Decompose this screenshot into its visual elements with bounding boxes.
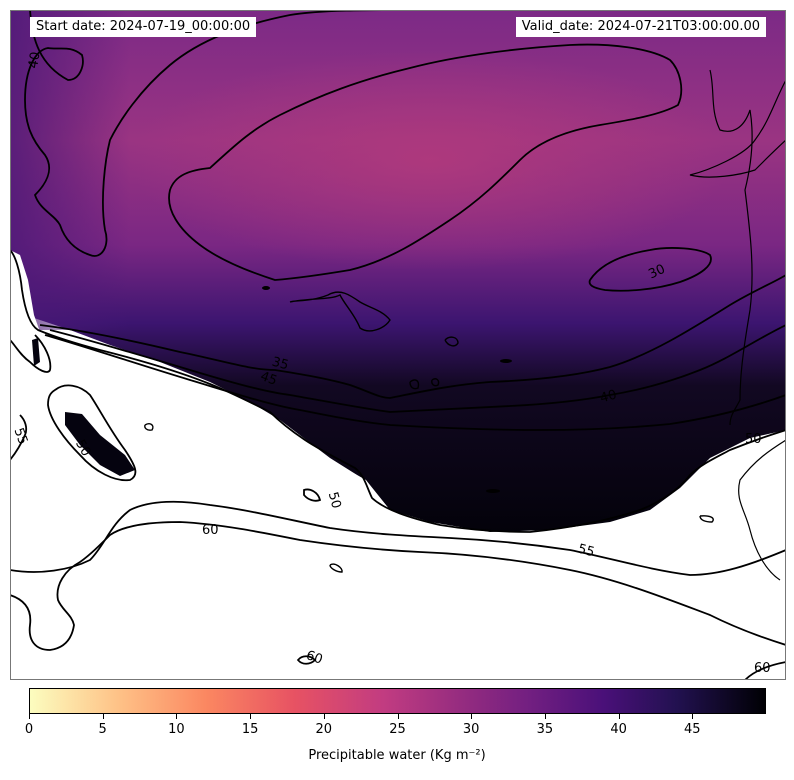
contour-50-a <box>10 249 786 533</box>
contour-label: 55 <box>576 542 596 561</box>
colorbar-tick <box>544 714 546 719</box>
contour-label: 50 <box>72 437 93 459</box>
island-3 <box>409 379 420 390</box>
island-4 <box>431 378 440 387</box>
contour-label: 55 <box>10 426 30 447</box>
contour-55-left <box>10 414 28 461</box>
valid-date-label: Valid_date: 2024-07-21T03:00:00.00 <box>515 17 766 37</box>
island-dot-2 <box>486 489 500 493</box>
colorbar-tick-label: 45 <box>684 722 701 737</box>
colorbar <box>29 688 766 714</box>
contour-30 <box>588 247 712 292</box>
island-2 <box>444 336 459 347</box>
island-dot-1 <box>500 359 512 363</box>
contour-label: 60 <box>304 648 325 668</box>
coast-right-2 <box>689 79 786 178</box>
contour-label: 40 <box>26 51 44 70</box>
colorbar-tick-label: 10 <box>168 722 185 737</box>
dark-lake <box>65 412 135 476</box>
islands <box>144 291 714 573</box>
colorbar-tick-label: 20 <box>315 722 333 737</box>
contour-35-main <box>168 43 683 281</box>
island-dot-3 <box>262 286 270 290</box>
contour-50-c <box>47 384 137 482</box>
contour-label-group: 40 30 35 45 40 55 50 50 60 55 60 60 50 <box>10 51 770 676</box>
small-islands <box>262 286 512 493</box>
coast-br <box>738 439 786 581</box>
contour-50-small <box>303 488 322 502</box>
colorbar-tick <box>29 714 30 719</box>
contour-60-br <box>744 661 786 680</box>
contour-60-small <box>296 655 317 665</box>
colorbar-tick <box>471 714 473 719</box>
contour-40-top-left <box>24 10 411 257</box>
contour-35-low <box>39 274 786 399</box>
contour-label: 50 <box>745 432 762 447</box>
island-5 <box>144 423 154 431</box>
map-frame <box>10 10 786 680</box>
colorbar-tick-label: 40 <box>610 722 627 737</box>
colorbar-tick-label: 5 <box>98 722 107 737</box>
contour-label: 50 <box>325 490 344 510</box>
contour-label: 60 <box>754 661 771 676</box>
precipitable-water-map: 40 30 35 45 40 55 50 50 60 55 60 60 50 <box>10 10 786 680</box>
island-7 <box>699 515 714 523</box>
colorbar-tick-label: 15 <box>241 722 259 737</box>
colorbar-tick <box>102 714 104 719</box>
contour-40-low <box>49 324 786 413</box>
contour-50-b <box>10 334 52 373</box>
pw-left-edge <box>10 10 130 330</box>
colorbar-tick <box>250 714 252 719</box>
contour-label: 45 <box>258 369 279 389</box>
contour-label: 40 <box>599 388 619 407</box>
contour-label: 30 <box>646 262 667 283</box>
dark-spot <box>32 338 40 366</box>
colorbar-tick <box>323 714 325 719</box>
colorbar-tick-label: 25 <box>389 722 406 737</box>
contour-label: 35 <box>270 355 290 374</box>
colorbar-tick-label: 0 <box>24 722 34 737</box>
contour-60 <box>10 521 786 651</box>
colorbar-tick-label: 35 <box>536 722 554 737</box>
colorbar-label: Precipitable water (Kg m⁻²) <box>308 748 486 763</box>
contour-45 <box>44 334 786 431</box>
contour-label: 60 <box>202 523 219 538</box>
colorbar-tick-label: 30 <box>462 722 480 737</box>
pw-core <box>130 50 730 270</box>
colorbar-tick <box>397 714 399 719</box>
colorbar-tick <box>692 714 694 719</box>
colorbar-tick <box>618 714 620 719</box>
start-date-label: Start date: 2024-07-19_00:00:00 <box>30 17 257 37</box>
coast-right <box>709 69 753 426</box>
island-1 <box>289 291 391 332</box>
island-6 <box>329 563 343 573</box>
contour-lines <box>10 10 786 680</box>
colorbar-tick <box>176 714 178 719</box>
